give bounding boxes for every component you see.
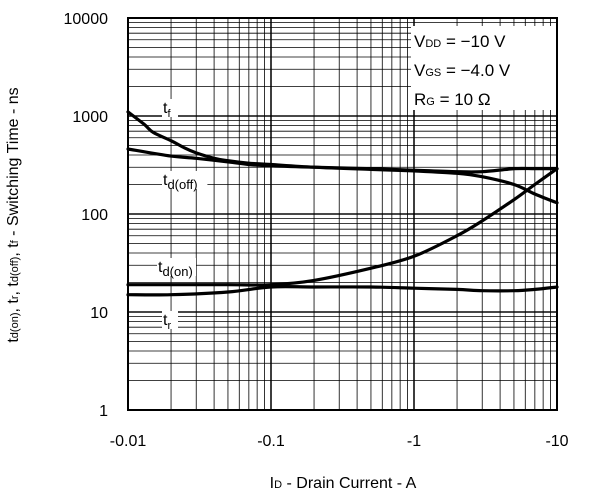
curve-label-bg (162, 311, 178, 329)
y-tick-label: 100 (81, 207, 108, 224)
x-tick-labels: -0.01 -0.1 -1 -10 (110, 433, 569, 450)
curve-label-bg (157, 258, 196, 276)
conditions-bg (411, 26, 556, 110)
condition-line: RG = 10 Ω (414, 90, 491, 109)
y-tick-label: 1 (99, 403, 108, 420)
condition-line: VGS = −4.0 V (414, 61, 511, 80)
y-tick-label: 10 (90, 305, 108, 322)
curve-label-bg (162, 99, 178, 117)
curve-label-tdon: td(on) (158, 259, 193, 279)
data-curves (126, 110, 559, 297)
x-tick-label: -0.01 (110, 433, 147, 450)
curve-label-tdoff: td(off) (163, 172, 198, 192)
curve-label-bg (162, 171, 208, 189)
x-tick-label: -10 (545, 433, 568, 450)
y-tick-labels: 1 10 100 1000 10000 (64, 11, 109, 420)
condition-line: VDD = −10 V (414, 32, 506, 51)
series-line-tdoff (126, 147, 559, 174)
y-axis-title: td(on), tr, td(off), tf - Switching Time… (5, 87, 22, 342)
grid-lines (127, 17, 558, 411)
plot-frame (127, 17, 558, 411)
x-tick-label: -0.1 (257, 433, 285, 450)
series-line-tdon (126, 167, 559, 287)
x-axis-title: ID - Drain Current - A (270, 475, 417, 492)
curve-labels: tf td(off) td(on) tr (157, 99, 208, 332)
y-tick-label: 1000 (72, 109, 108, 126)
test-conditions-box: VDD = −10 V VGS = −4.0 V RG = 10 Ω (411, 26, 556, 110)
y-tick-label: 10000 (64, 11, 109, 28)
curve-label-tr: tr (163, 312, 171, 332)
plot-border (127, 17, 558, 411)
series-line-tr (126, 285, 559, 297)
curve-label-tf: tf (163, 100, 171, 120)
x-tick-label: -1 (407, 433, 421, 450)
